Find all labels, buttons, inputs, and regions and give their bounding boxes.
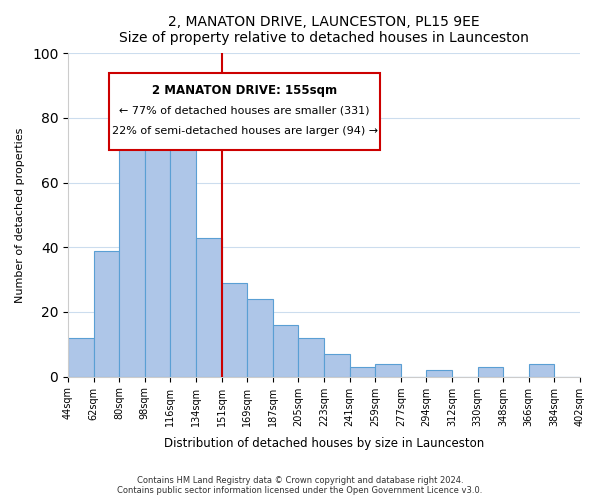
Bar — [375, 364, 401, 376]
Text: 2 MANATON DRIVE: 155sqm: 2 MANATON DRIVE: 155sqm — [152, 84, 337, 97]
Bar — [94, 250, 119, 376]
Text: 22% of semi-detached houses are larger (94) →: 22% of semi-detached houses are larger (… — [112, 126, 378, 136]
Bar — [145, 128, 170, 376]
Y-axis label: Number of detached properties: Number of detached properties — [15, 128, 25, 302]
Bar — [350, 367, 375, 376]
FancyBboxPatch shape — [109, 72, 380, 150]
Bar — [247, 299, 273, 376]
Bar — [273, 325, 298, 376]
Text: Contains HM Land Registry data © Crown copyright and database right 2024.
Contai: Contains HM Land Registry data © Crown c… — [118, 476, 482, 495]
Bar — [324, 354, 350, 376]
Bar — [119, 128, 145, 376]
Bar — [427, 370, 452, 376]
Bar — [529, 364, 554, 376]
Bar — [68, 338, 94, 376]
Bar — [170, 128, 196, 376]
Bar — [221, 283, 247, 376]
Text: ← 77% of detached houses are smaller (331): ← 77% of detached houses are smaller (33… — [119, 105, 370, 115]
Title: 2, MANATON DRIVE, LAUNCESTON, PL15 9EE
Size of property relative to detached hou: 2, MANATON DRIVE, LAUNCESTON, PL15 9EE S… — [119, 15, 529, 45]
Bar — [298, 338, 324, 376]
Bar — [478, 367, 503, 376]
X-axis label: Distribution of detached houses by size in Launceston: Distribution of detached houses by size … — [164, 437, 484, 450]
Bar — [196, 238, 221, 376]
